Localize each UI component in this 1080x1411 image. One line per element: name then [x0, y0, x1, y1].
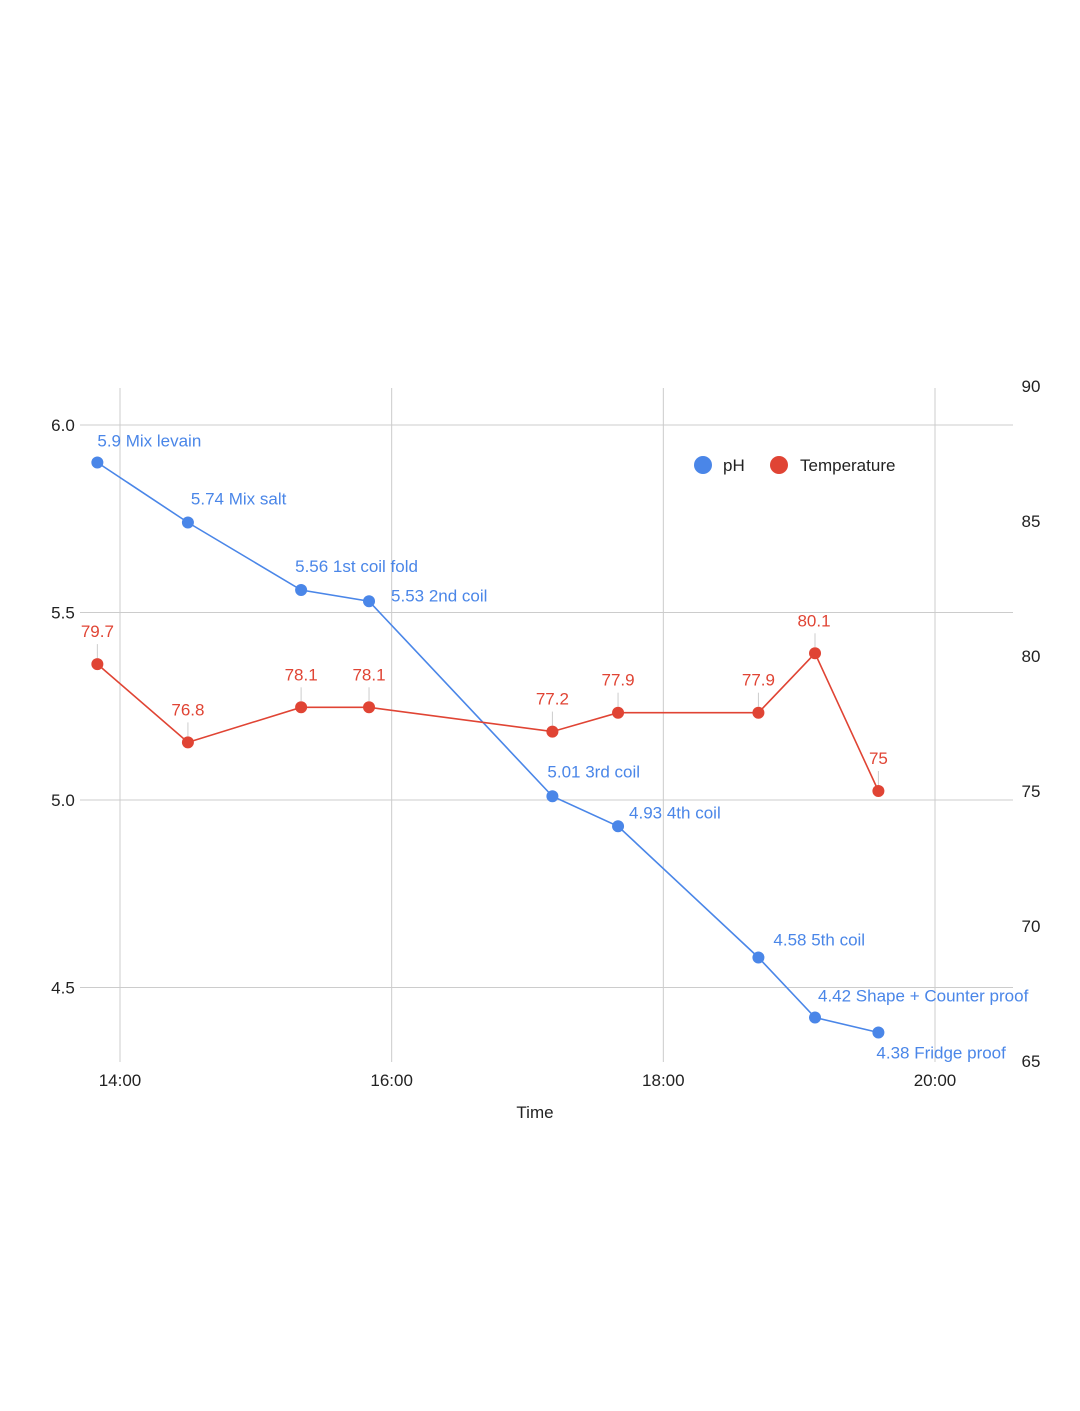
y-left-tick-label: 5.0 — [51, 791, 75, 810]
temperature-data-point — [752, 706, 765, 719]
ph-data-point — [612, 820, 625, 833]
ph-data-label: 4.58 5th coil — [773, 931, 865, 950]
ph-data-point — [872, 1026, 885, 1039]
y-right-tick-label: 65 — [1022, 1052, 1041, 1071]
gridlines — [80, 388, 1013, 1062]
temperature-data-point — [181, 736, 194, 749]
axes: 6.0 5.5 5.0 4.5 14:00 16:00 18:00 20:00 90 85 80 75… — [51, 377, 1040, 1090]
x-tick-label: 16:00 — [370, 1071, 413, 1090]
legend-label: Temperature — [800, 456, 895, 475]
legend-marker — [770, 456, 788, 474]
temperature-data-point — [295, 701, 308, 714]
temperature-data-point — [809, 647, 822, 660]
ph-data-label: 4.42 Shape + Counter proof — [818, 987, 1029, 1006]
x-tick-label: 18:00 — [642, 1071, 685, 1090]
temperature-data-label: 76.8 — [171, 700, 204, 719]
ph-series-line — [96, 461, 879, 1034]
ph-data-point — [752, 951, 765, 964]
y-right-tick-label: 90 — [1022, 377, 1041, 396]
x-tick-label: 20:00 — [914, 1071, 957, 1090]
legend-marker — [694, 456, 712, 474]
temperature-data-label: 77.9 — [602, 671, 635, 690]
legend-label: pH — [723, 456, 745, 475]
ph-data-point — [295, 584, 308, 596]
ph-data-label: 4.93 4th coil — [629, 803, 721, 822]
y-right-tick-label: 85 — [1022, 512, 1041, 531]
temperature-data-point — [872, 785, 885, 797]
y-left-tick-label: 5.5 — [51, 604, 75, 623]
ph-data-point — [363, 595, 376, 608]
temperature-data-point — [91, 658, 104, 671]
y-right-tick-label: 80 — [1022, 647, 1041, 666]
ph-data-label: 4.38 Fridge proof — [876, 1044, 1006, 1063]
temperature-data-label: 79.7 — [81, 622, 114, 641]
ph-data-point — [546, 790, 559, 803]
temperature-data-label: 80.1 — [797, 611, 830, 630]
ph-data-label: 5.01 3rd coil — [547, 762, 640, 781]
series — [91, 456, 885, 1039]
y-right-tick-label: 70 — [1022, 917, 1041, 936]
ph-data-label: 5.9 Mix levain — [97, 432, 201, 451]
temperature-data-label: 78.1 — [285, 665, 318, 684]
ph-data-point — [809, 1011, 822, 1024]
legend: pH Temperature — [694, 456, 895, 475]
temperature-data-label: 75 — [869, 749, 888, 768]
temperature-data-label: 78.1 — [352, 665, 385, 684]
data-labels: 5.9 Mix levain 5.74 Mix salt 5.56 1st coil… — [81, 432, 1029, 1063]
x-tick-label: 14:00 — [99, 1071, 142, 1090]
temperature-data-label: 77.2 — [536, 690, 569, 709]
ph-data-label: 5.56 1st coil fold — [295, 557, 418, 576]
ph-data-point — [181, 516, 194, 529]
temperature-data-label: 77.9 — [742, 671, 775, 690]
ph-data-label: 5.53 2nd coil — [391, 586, 487, 605]
y-right-tick-label: 75 — [1022, 782, 1041, 801]
temperature-data-point — [363, 701, 376, 714]
ph-data-point — [91, 456, 104, 469]
ph-data-label: 5.74 Mix salt — [191, 490, 287, 509]
temperature-data-point — [546, 725, 559, 738]
x-axis-title: Time — [516, 1103, 553, 1122]
y-left-tick-label: 6.0 — [51, 416, 75, 435]
temperature-data-point — [612, 706, 625, 719]
y-left-tick-label: 4.5 — [51, 979, 75, 998]
